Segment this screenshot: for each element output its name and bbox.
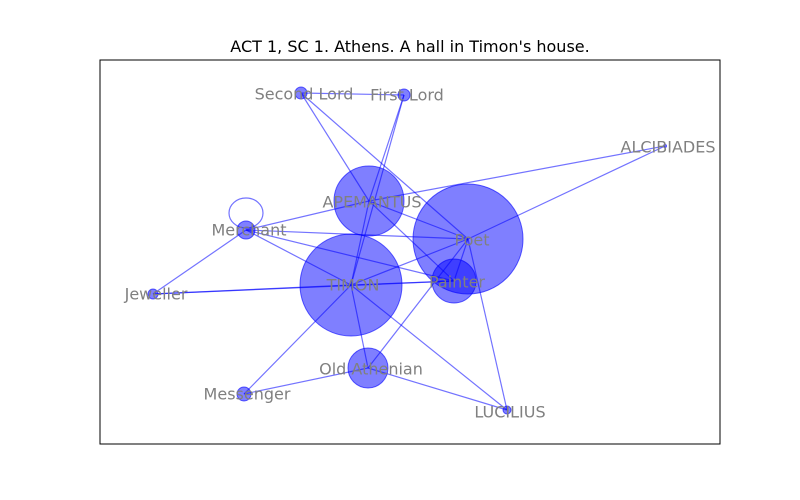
- node-alcibiades: [663, 144, 667, 148]
- node-apemantus: [333, 165, 405, 237]
- node-lucilius: [502, 405, 512, 415]
- edge-merchant-jeweller: [152, 229, 247, 295]
- node-label-timon: TIMON: [326, 276, 380, 295]
- node-first-lord: [397, 88, 411, 102]
- edge-old-athenian-lucilius: [367, 367, 508, 411]
- node-messenger: [236, 386, 252, 402]
- node-label-lucilius: LUCILIUS: [474, 403, 545, 422]
- node-old-athenian: [347, 347, 389, 389]
- node-painter: [431, 258, 477, 304]
- edge-old-athenian-messenger: [243, 367, 369, 395]
- node-merchant: [236, 220, 256, 240]
- node-label-alcibiades: ALCIBIADES: [621, 138, 716, 157]
- node-label-first-lord: First Lord: [370, 86, 444, 105]
- edge-apemantus-alcibiades: [368, 145, 666, 202]
- node-second-lord: [294, 86, 308, 100]
- node-label-apemantus: APEMANTUS: [322, 193, 421, 212]
- node-label-messenger: Messenger: [204, 385, 291, 404]
- chart-title: ACT 1, SC 1. Athens. A hall in Timon's h…: [230, 37, 589, 56]
- node-label-poet: Poet: [455, 231, 490, 250]
- node-layer: [147, 86, 667, 415]
- node-timon: [299, 233, 403, 337]
- plot-frame: [99, 59, 721, 445]
- node-label-second-lord: Second Lord: [255, 85, 354, 104]
- node-label-jeweller: Jeweller: [124, 285, 188, 304]
- node-label-painter: Painter: [429, 273, 485, 292]
- node-jeweller: [147, 288, 159, 300]
- label-layer: Second Lord First Lord ALCIBIADES APEMANTUS…: [124, 85, 716, 422]
- node-label-old-athenian: Old Athenian: [319, 360, 423, 379]
- node-label-merchant: Merchant: [211, 221, 286, 240]
- edge-second-lord-first-lord: [300, 92, 405, 96]
